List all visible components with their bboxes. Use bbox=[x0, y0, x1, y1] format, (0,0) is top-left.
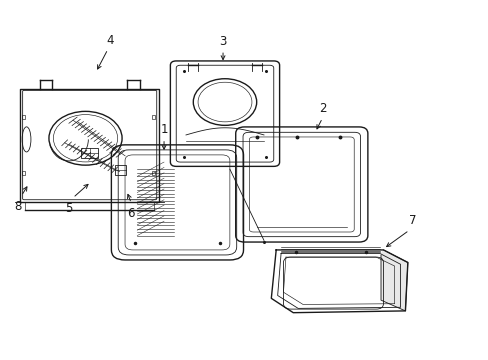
Polygon shape bbox=[380, 250, 407, 311]
Text: 6: 6 bbox=[127, 207, 135, 220]
Text: 7: 7 bbox=[408, 214, 416, 227]
Bar bbox=[115, 165, 126, 175]
Text: 2: 2 bbox=[318, 103, 325, 116]
Text: 8: 8 bbox=[14, 200, 21, 213]
Bar bbox=[21, 171, 25, 175]
Bar bbox=[152, 171, 155, 175]
Text: 1: 1 bbox=[160, 123, 167, 136]
Bar bbox=[152, 114, 155, 119]
Text: 3: 3 bbox=[219, 35, 226, 48]
Text: 4: 4 bbox=[106, 33, 114, 46]
Text: 5: 5 bbox=[65, 202, 73, 215]
Bar bbox=[21, 114, 25, 119]
Bar bbox=[81, 148, 98, 158]
